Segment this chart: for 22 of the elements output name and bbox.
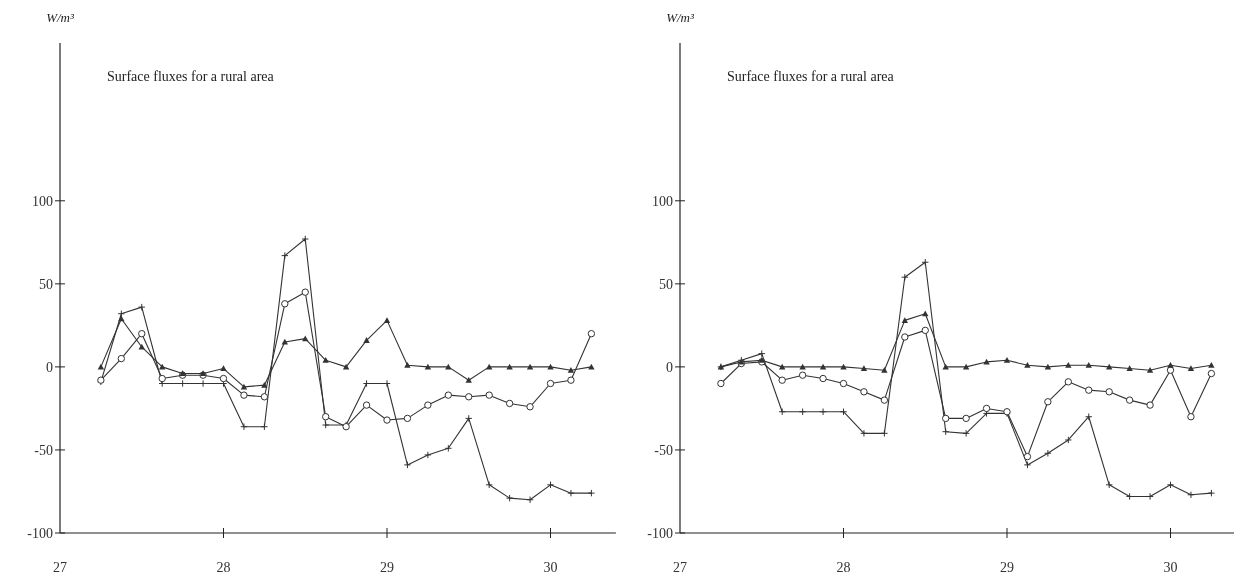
y-tick-label: 50 <box>39 276 53 292</box>
x-tick-label: 29 <box>1000 560 1014 575</box>
y-tick-label: 100 <box>652 193 673 209</box>
x-tick-label: 27 <box>673 560 687 575</box>
y-tick-label: 100 <box>32 193 53 209</box>
y-axis-title: W/m³ <box>666 10 695 25</box>
y-tick-label: -100 <box>27 525 53 541</box>
text: Surface fluxes for a rural area <box>727 69 895 84</box>
x-tick-label: 28 <box>836 560 851 575</box>
x-tick-label: 27 <box>53 560 67 575</box>
x-tick-label: 29 <box>380 560 394 575</box>
text: Surface fluxes for a rural area <box>107 69 275 84</box>
y-tick-label: -50 <box>654 442 673 458</box>
y-tick-label: -100 <box>647 525 673 541</box>
y-tick-label: 0 <box>46 359 53 375</box>
x-tick-label: 30 <box>1163 560 1178 575</box>
y-tick-label: -50 <box>34 442 53 458</box>
x-tick-label: 30 <box>543 560 558 575</box>
y-axis-title: W/m³ <box>46 10 75 25</box>
y-tick-label: 0 <box>666 359 673 375</box>
x-tick-label: 28 <box>216 560 231 575</box>
y-tick-label: 50 <box>659 276 673 292</box>
